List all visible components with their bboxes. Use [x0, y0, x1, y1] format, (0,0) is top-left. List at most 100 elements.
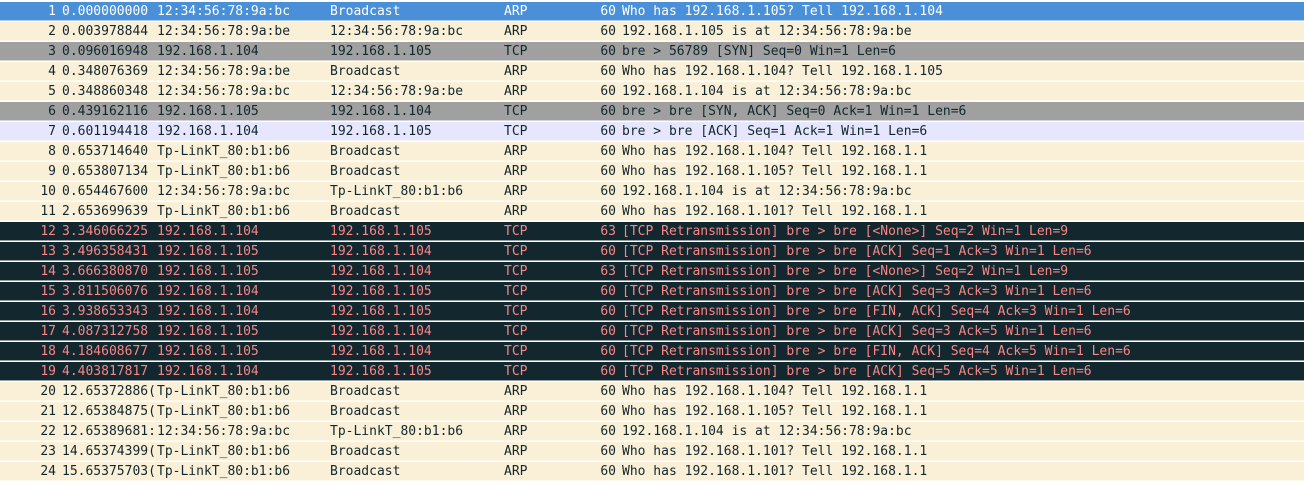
- packet-length: 60: [600, 124, 616, 139]
- packet-source: Tp-LinkT_80:b1:b6: [157, 444, 291, 459]
- packet-row[interactable]: 10 0.654467600 12:34:56:78:9a:bc Tp-LinkT_8…: [0, 182, 1304, 201]
- packet-row[interactable]: 22 12.65389681: 12:34:56:78:9a:bc Tp-LinkT_…: [0, 422, 1304, 441]
- packet-row[interactable]: 16 3.938653343 192.168.1.104 192.168.1.105 T…: [0, 302, 1304, 321]
- packet-destination: 192.168.1.104: [330, 244, 432, 259]
- packet-info: Who has 192.168.1.101? Tell 192.168.1.1: [622, 204, 928, 219]
- packet-destination: Tp-LinkT_80:b1:b6: [330, 184, 464, 199]
- packet-protocol: ARP: [504, 144, 528, 159]
- packet-row[interactable]: 19 4.403817817 192.168.1.104 192.168.1.105 T…: [0, 362, 1304, 381]
- packet-number: 13: [40, 244, 56, 259]
- packet-info: [TCP Retransmission] bre > bre [ACK] Seq…: [622, 364, 1092, 379]
- packet-destination: 192.168.1.104: [330, 324, 432, 339]
- packet-time: 12.65372886(: [62, 384, 156, 399]
- packet-row[interactable]: 13 3.496358431 192.168.1.105 192.168.1.104 T…: [0, 242, 1304, 261]
- packet-number: 5: [48, 84, 56, 99]
- packet-protocol: ARP: [504, 444, 528, 459]
- packet-row[interactable]: 12 3.346066225 192.168.1.104 192.168.1.105 T…: [0, 222, 1304, 241]
- packet-info: 192.168.1.104 is at 12:34:56:78:9a:bc: [622, 84, 912, 99]
- packet-source: 192.168.1.105: [157, 264, 259, 279]
- packet-source: Tp-LinkT_80:b1:b6: [157, 464, 291, 479]
- packet-protocol: ARP: [504, 4, 528, 19]
- packet-destination: 192.168.1.105: [330, 364, 432, 379]
- packet-protocol: TCP: [504, 244, 528, 259]
- packet-info: [TCP Retransmission] bre > bre [<None>] …: [622, 224, 1069, 239]
- packet-info: Who has 192.168.1.105? Tell 192.168.1.1: [622, 404, 928, 419]
- packet-info: [TCP Retransmission] bre > bre [ACK] Seq…: [622, 244, 1092, 259]
- packet-length: 60: [600, 164, 616, 179]
- packet-source: 192.168.1.105: [157, 104, 259, 119]
- packet-row[interactable]: 4 0.348076369 12:34:56:78:9a:be Broadcast AR…: [0, 62, 1304, 81]
- packet-row[interactable]: 23 14.65374399(Tp-LinkT_80:b1:b6 Broadcast…: [0, 442, 1304, 461]
- packet-row[interactable]: 11 2.653699639 Tp-LinkT_80:b1:b6 Broadcast A…: [0, 202, 1304, 221]
- packet-row[interactable]: 1 0.000000000 12:34:56:78:9a:bc Broadcast AR…: [0, 2, 1304, 21]
- packet-row[interactable]: 14 3.666380870 192.168.1.105 192.168.1.104 T…: [0, 262, 1304, 281]
- packet-time: 2.653699639: [62, 204, 149, 219]
- packet-info: [TCP Retransmission] bre > bre [ACK] Seq…: [622, 284, 1092, 299]
- packet-row[interactable]: 7 0.601194418 192.168.1.104 192.168.1.105 TC…: [0, 122, 1304, 141]
- packet-number: 21: [40, 404, 56, 419]
- packet-length: 60: [600, 384, 616, 399]
- packet-length: 60: [600, 204, 616, 219]
- packet-number: 1: [48, 4, 56, 19]
- packet-destination: 192.168.1.105: [330, 224, 432, 239]
- packet-number: 20: [40, 384, 56, 399]
- packet-number: 7: [48, 124, 56, 139]
- packet-source: 192.168.1.105: [157, 324, 259, 339]
- packet-row[interactable]: 18 4.184608677 192.168.1.105 192.168.1.104 T…: [0, 342, 1304, 361]
- packet-length: 63: [600, 264, 616, 279]
- packet-length: 63: [600, 224, 616, 239]
- packet-row[interactable]: 21 12.65384875(Tp-LinkT_80:b1:b6 Broadcast…: [0, 402, 1304, 421]
- packet-destination: Broadcast: [330, 384, 401, 399]
- packet-source: Tp-LinkT_80:b1:b6: [157, 144, 291, 159]
- packet-row[interactable]: 17 4.087312758 192.168.1.105 192.168.1.104 T…: [0, 322, 1304, 341]
- packet-time: 15.65375703(: [62, 464, 156, 479]
- packet-time: 12.65389681:: [62, 424, 156, 439]
- packet-number: 19: [40, 364, 56, 379]
- packet-number: 11: [40, 204, 56, 219]
- packet-row[interactable]: 2 0.003978844 12:34:56:78:9a:be 12:34:56:78…: [0, 22, 1304, 41]
- packet-protocol: ARP: [504, 164, 528, 179]
- packet-source: 192.168.1.104: [157, 124, 259, 139]
- packet-info: bre > bre [SYN, ACK] Seq=0 Ack=1 Win=1 L…: [622, 104, 967, 119]
- packet-row[interactable]: 20 12.65372886(Tp-LinkT_80:b1:b6 Broadcast…: [0, 382, 1304, 401]
- packet-time: 0.601194418: [62, 124, 149, 139]
- packet-destination: Broadcast: [330, 164, 401, 179]
- packet-length: 60: [600, 284, 616, 299]
- packet-source: Tp-LinkT_80:b1:b6: [157, 204, 291, 219]
- packet-row[interactable]: 9 0.653807134 Tp-LinkT_80:b1:b6 Broadcast AR…: [0, 162, 1304, 181]
- packet-length: 60: [600, 244, 616, 259]
- packet-protocol: TCP: [504, 284, 528, 299]
- packet-source: 12:34:56:78:9a:be: [157, 64, 291, 79]
- packet-number: 14: [40, 264, 56, 279]
- packet-destination: Broadcast: [330, 444, 401, 459]
- packet-time: 4.184608677: [62, 344, 149, 359]
- packet-protocol: ARP: [504, 64, 528, 79]
- packet-protocol: TCP: [504, 344, 528, 359]
- packet-info: Who has 192.168.1.104? Tell 192.168.1.10…: [622, 64, 943, 79]
- packet-time: 3.666380870: [62, 264, 149, 279]
- packet-row[interactable]: 15 3.811506076 192.168.1.104 192.168.1.105 T…: [0, 282, 1304, 301]
- packet-length: 60: [600, 44, 616, 59]
- packet-row[interactable]: 8 0.653714640 Tp-LinkT_80:b1:b6 Broadcast AR…: [0, 142, 1304, 161]
- packet-row[interactable]: 3 0.096016948 192.168.1.104 192.168.1.105 TC…: [0, 42, 1304, 61]
- packet-destination: 192.168.1.105: [330, 284, 432, 299]
- packet-row[interactable]: 5 0.348860348 12:34:56:78:9a:bc 12:34:56:78…: [0, 82, 1304, 101]
- packet-protocol: TCP: [504, 124, 528, 139]
- packet-destination: Broadcast: [330, 4, 401, 19]
- packet-source: 12:34:56:78:9a:bc: [157, 4, 291, 19]
- packet-info: 192.168.1.104 is at 12:34:56:78:9a:bc: [622, 184, 912, 199]
- packet-source: 192.168.1.104: [157, 304, 259, 319]
- packet-number: 4: [48, 64, 56, 79]
- packet-source: 192.168.1.104: [157, 364, 259, 379]
- packet-destination: Broadcast: [330, 404, 401, 419]
- packet-row[interactable]: 24 15.65375703(Tp-LinkT_80:b1:b6 Broadcast…: [0, 462, 1304, 481]
- packet-time: 0.096016948: [62, 44, 149, 59]
- packet-row[interactable]: 6 0.439162116 192.168.1.105 192.168.1.104 TC…: [0, 102, 1304, 121]
- packet-number: 10: [40, 184, 56, 199]
- packet-protocol: TCP: [504, 304, 528, 319]
- packet-number: 8: [48, 144, 56, 159]
- packet-source: Tp-LinkT_80:b1:b6: [157, 384, 291, 399]
- packet-info: Who has 192.168.1.101? Tell 192.168.1.1: [622, 464, 928, 479]
- packet-destination: Tp-LinkT_80:b1:b6: [330, 424, 464, 439]
